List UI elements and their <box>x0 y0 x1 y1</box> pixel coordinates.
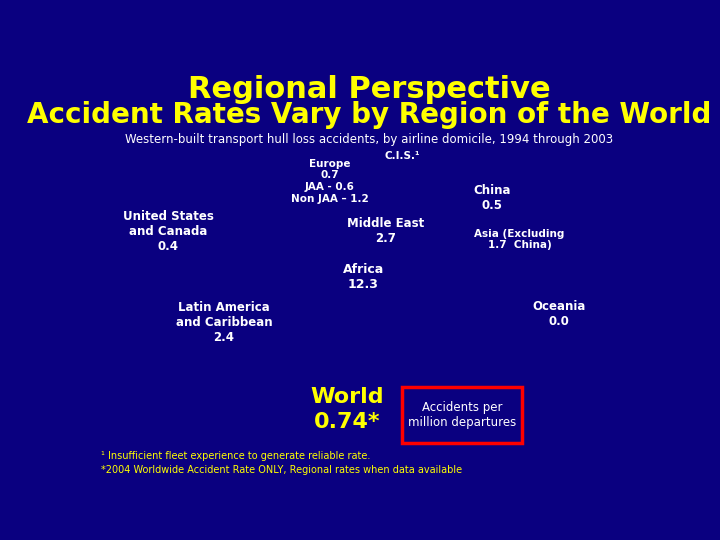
Text: United States
and Canada
0.4: United States and Canada 0.4 <box>122 210 214 253</box>
FancyBboxPatch shape <box>402 387 523 443</box>
Text: Middle East
2.7: Middle East 2.7 <box>347 217 424 245</box>
Text: Africa
12.3: Africa 12.3 <box>343 263 384 291</box>
Text: 0.74*: 0.74* <box>313 413 380 433</box>
Text: Accidents per
million departures: Accidents per million departures <box>408 401 516 429</box>
Text: Accident Rates Vary by Region of the World: Accident Rates Vary by Region of the Wor… <box>27 100 711 129</box>
Text: Latin America
and Caribbean
2.4: Latin America and Caribbean 2.4 <box>176 301 272 344</box>
Text: Oceania
0.0: Oceania 0.0 <box>532 300 585 328</box>
Text: Regional Perspective: Regional Perspective <box>188 75 550 104</box>
Text: Western-built transport hull loss accidents, by airline domicile, 1994 through 2: Western-built transport hull loss accide… <box>125 133 613 146</box>
Text: Europe
0.7
JAA - 0.6
Non JAA – 1.2: Europe 0.7 JAA - 0.6 Non JAA – 1.2 <box>291 159 369 204</box>
Text: China
0.5: China 0.5 <box>473 184 510 212</box>
Text: World: World <box>310 387 384 408</box>
Text: C.I.S.¹: C.I.S.¹ <box>384 151 420 161</box>
Text: *2004 Worldwide Accident Rate ONLY, Regional rates when data available: *2004 Worldwide Accident Rate ONLY, Regi… <box>101 465 462 475</box>
Text: Asia (Excluding
1.7  China): Asia (Excluding 1.7 China) <box>474 228 565 250</box>
Text: ¹ Insufficient fleet experience to generate reliable rate.: ¹ Insufficient fleet experience to gener… <box>101 451 371 461</box>
